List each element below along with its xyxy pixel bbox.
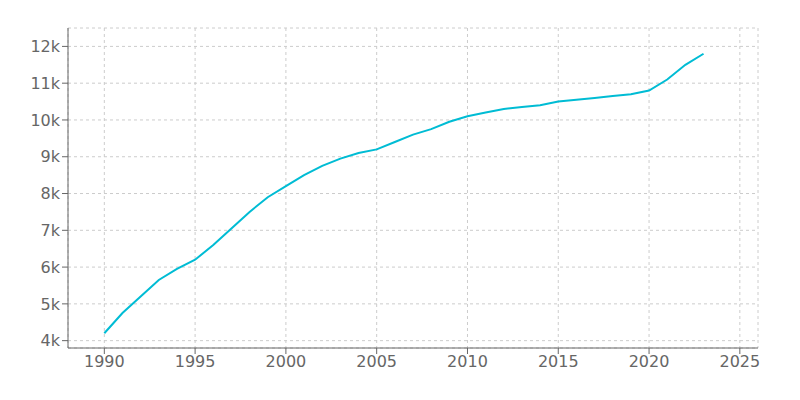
svg-text:4k: 4k [41,331,61,350]
svg-text:2015: 2015 [538,352,579,371]
svg-text:6k: 6k [41,258,61,277]
svg-text:12k: 12k [30,37,60,56]
svg-text:2000: 2000 [266,352,307,371]
svg-text:2005: 2005 [356,352,397,371]
svg-text:11k: 11k [30,74,60,93]
svg-text:9k: 9k [41,147,61,166]
svg-text:5k: 5k [41,295,61,314]
svg-text:1995: 1995 [175,352,216,371]
svg-text:8k: 8k [41,184,61,203]
svg-text:2020: 2020 [629,352,670,371]
svg-text:2025: 2025 [719,352,760,371]
svg-text:10k: 10k [30,111,60,130]
svg-text:1990: 1990 [84,352,125,371]
svg-text:7k: 7k [41,221,61,240]
svg-text:2010: 2010 [447,352,488,371]
